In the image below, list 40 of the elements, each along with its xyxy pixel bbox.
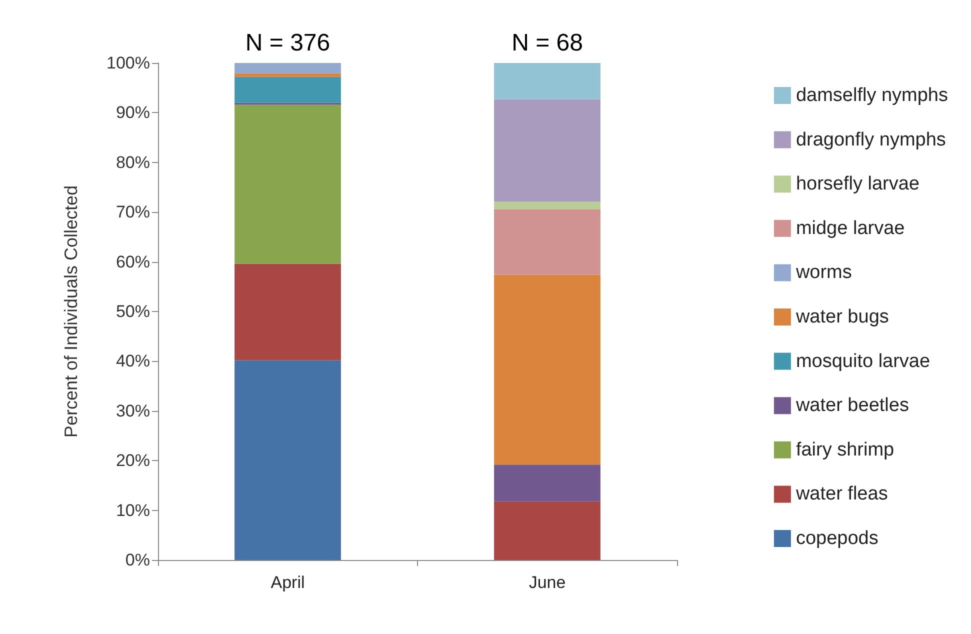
y-tick-label: 30% xyxy=(116,401,150,420)
legend-label: water beetles xyxy=(794,395,909,416)
bar xyxy=(234,360,341,560)
y-tick-label: 60% xyxy=(116,252,150,272)
y-tick-label: 90% xyxy=(116,103,150,122)
bar xyxy=(234,76,341,103)
legend-label: horsefly larvae xyxy=(796,174,920,195)
y-tick-label: 100% xyxy=(106,54,150,72)
x-tick-label: June xyxy=(528,573,566,592)
legend-label: fairy shrimp xyxy=(796,439,894,460)
legend-label: mosquito larvae xyxy=(796,350,930,372)
legend-label: midge larvae xyxy=(796,218,905,239)
x-tick-label: April xyxy=(270,573,305,592)
annotation: N = 376 xyxy=(245,30,330,56)
legend-label: damselfly nymphs xyxy=(796,85,948,106)
bar xyxy=(494,209,600,275)
y-tick-label: 70% xyxy=(116,202,150,222)
y-tick-label: 20% xyxy=(116,451,150,470)
y-tick-label: 10% xyxy=(116,500,150,520)
bar xyxy=(234,63,341,74)
bar xyxy=(494,63,600,100)
y-tick-label: 80% xyxy=(116,152,150,172)
bar xyxy=(494,202,600,210)
bar xyxy=(234,73,341,77)
y-axis-title: Percent of Individuals Collected xyxy=(61,185,81,438)
bar xyxy=(494,501,600,560)
bar xyxy=(234,104,341,264)
bar xyxy=(494,274,600,465)
bar xyxy=(494,99,600,202)
legend-label: water bugs xyxy=(794,306,889,328)
legend-label: worms xyxy=(794,262,852,284)
y-tick-label: 40% xyxy=(116,352,150,371)
legend-label: water fleas xyxy=(794,484,888,505)
bar xyxy=(234,264,341,360)
bar xyxy=(494,464,600,502)
legend-label: copepods xyxy=(796,528,878,549)
annotation: N = 68 xyxy=(512,30,583,56)
y-tick-label: 0% xyxy=(125,550,150,570)
legend-label: dragonfly nymphs xyxy=(796,129,946,150)
y-tick-label: 50% xyxy=(116,302,150,321)
